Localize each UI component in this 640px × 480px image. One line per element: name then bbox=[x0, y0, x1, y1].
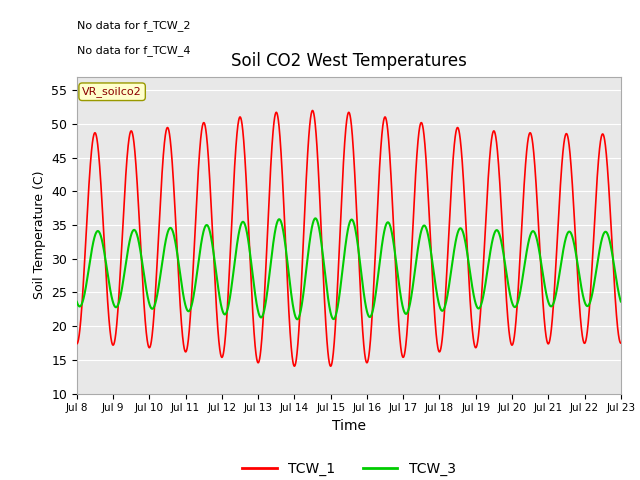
Text: No data for f_TCW_2: No data for f_TCW_2 bbox=[77, 20, 190, 31]
X-axis label: Time: Time bbox=[332, 419, 366, 433]
Text: VR_soilco2: VR_soilco2 bbox=[82, 86, 142, 97]
Y-axis label: Soil Temperature (C): Soil Temperature (C) bbox=[33, 171, 45, 300]
Legend: TCW_1, TCW_3: TCW_1, TCW_3 bbox=[236, 456, 461, 480]
Title: Soil CO2 West Temperatures: Soil CO2 West Temperatures bbox=[231, 52, 467, 70]
Text: No data for f_TCW_4: No data for f_TCW_4 bbox=[77, 45, 190, 56]
